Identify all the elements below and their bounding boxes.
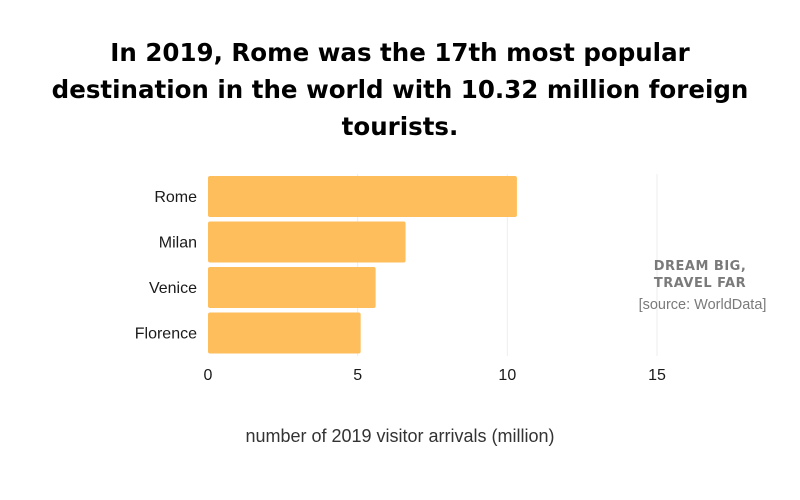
source-note: [source: WorldData] <box>638 297 767 313</box>
category-label: Milan <box>159 235 197 252</box>
bar-milan <box>208 221 406 263</box>
category-label: Venice <box>149 280 197 297</box>
x-tick-labels: 0 5 10 15 <box>204 367 666 384</box>
x-tick-label: 0 <box>204 367 213 384</box>
brand-line-2: TRAVEL FAR <box>653 276 747 291</box>
category-label: Rome <box>154 189 197 206</box>
category-labels: Rome Milan Venice Florence <box>135 189 197 343</box>
x-tick-label: 5 <box>353 367 362 384</box>
x-tick-label: 10 <box>498 367 516 384</box>
bar-venice <box>208 267 376 308</box>
chart-title: In 2019, Rome was the 17th most popular … <box>51 38 749 141</box>
x-tick-label: 15 <box>648 367 666 384</box>
bar-florence <box>208 312 361 354</box>
brand-watermark: DREAM BIG, TRAVEL FAR <box>600 258 800 292</box>
bars <box>208 176 517 354</box>
x-axis-label: number of 2019 visitor arrivals (million… <box>245 426 555 446</box>
brand-line-1: DREAM BIG, <box>653 259 747 274</box>
category-label: Florence <box>135 326 197 343</box>
bar-rome <box>208 176 517 217</box>
